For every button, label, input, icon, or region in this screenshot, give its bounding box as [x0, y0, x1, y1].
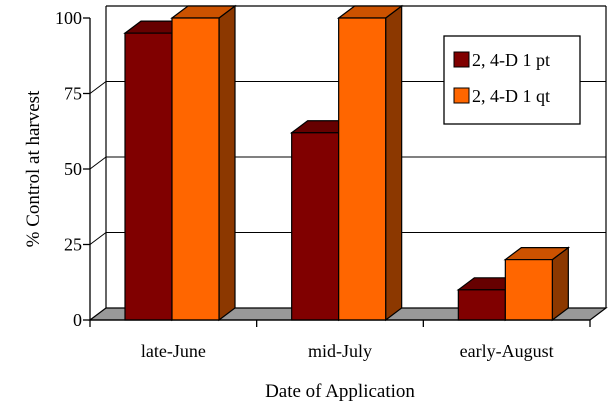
y-tick-label: 75 [64, 84, 82, 104]
bars [123, 4, 571, 322]
gridline-side [89, 81, 107, 94]
bar-qt-late-june [170, 4, 237, 322]
y-axis-title: % Control at harvest [23, 90, 44, 247]
x-tick-label: late-June [141, 341, 206, 361]
x-tick-label: mid-July [308, 341, 372, 361]
bar-front-face [504, 259, 553, 321]
bar-front-face [171, 17, 220, 321]
bar-front-face [338, 17, 387, 321]
bar-front-face [124, 32, 173, 321]
axes: 0 25 50 75 100 late-June mid-July early-August [55, 8, 591, 361]
y-tick-label: 100 [55, 8, 82, 28]
gridline-side [89, 156, 107, 170]
legend-swatch [453, 87, 470, 104]
bar-qt-early-august [503, 246, 571, 322]
legend-label: 2, 4-D 1 pt [472, 50, 550, 70]
gridline-side [89, 232, 107, 245]
y-tick-label: 25 [64, 235, 82, 255]
bar-side-face [385, 4, 403, 322]
legend-swatch [453, 51, 470, 68]
bar-qt-mid-july [336, 4, 404, 322]
y-tick-label: 50 [64, 159, 82, 179]
y-tick-label: 0 [73, 310, 82, 330]
bar-front-face [457, 289, 506, 321]
x-axis-title: Date of Application [265, 381, 415, 402]
bar-side-face [218, 4, 236, 322]
bar-front-face [291, 132, 340, 321]
legend-label: 2, 4-D 1 qt [472, 86, 550, 106]
x-tick-label: early-August [460, 341, 554, 361]
legend-box [443, 35, 581, 125]
legend: 2, 4-D 1 pt 2, 4-D 1 qt [443, 35, 581, 125]
